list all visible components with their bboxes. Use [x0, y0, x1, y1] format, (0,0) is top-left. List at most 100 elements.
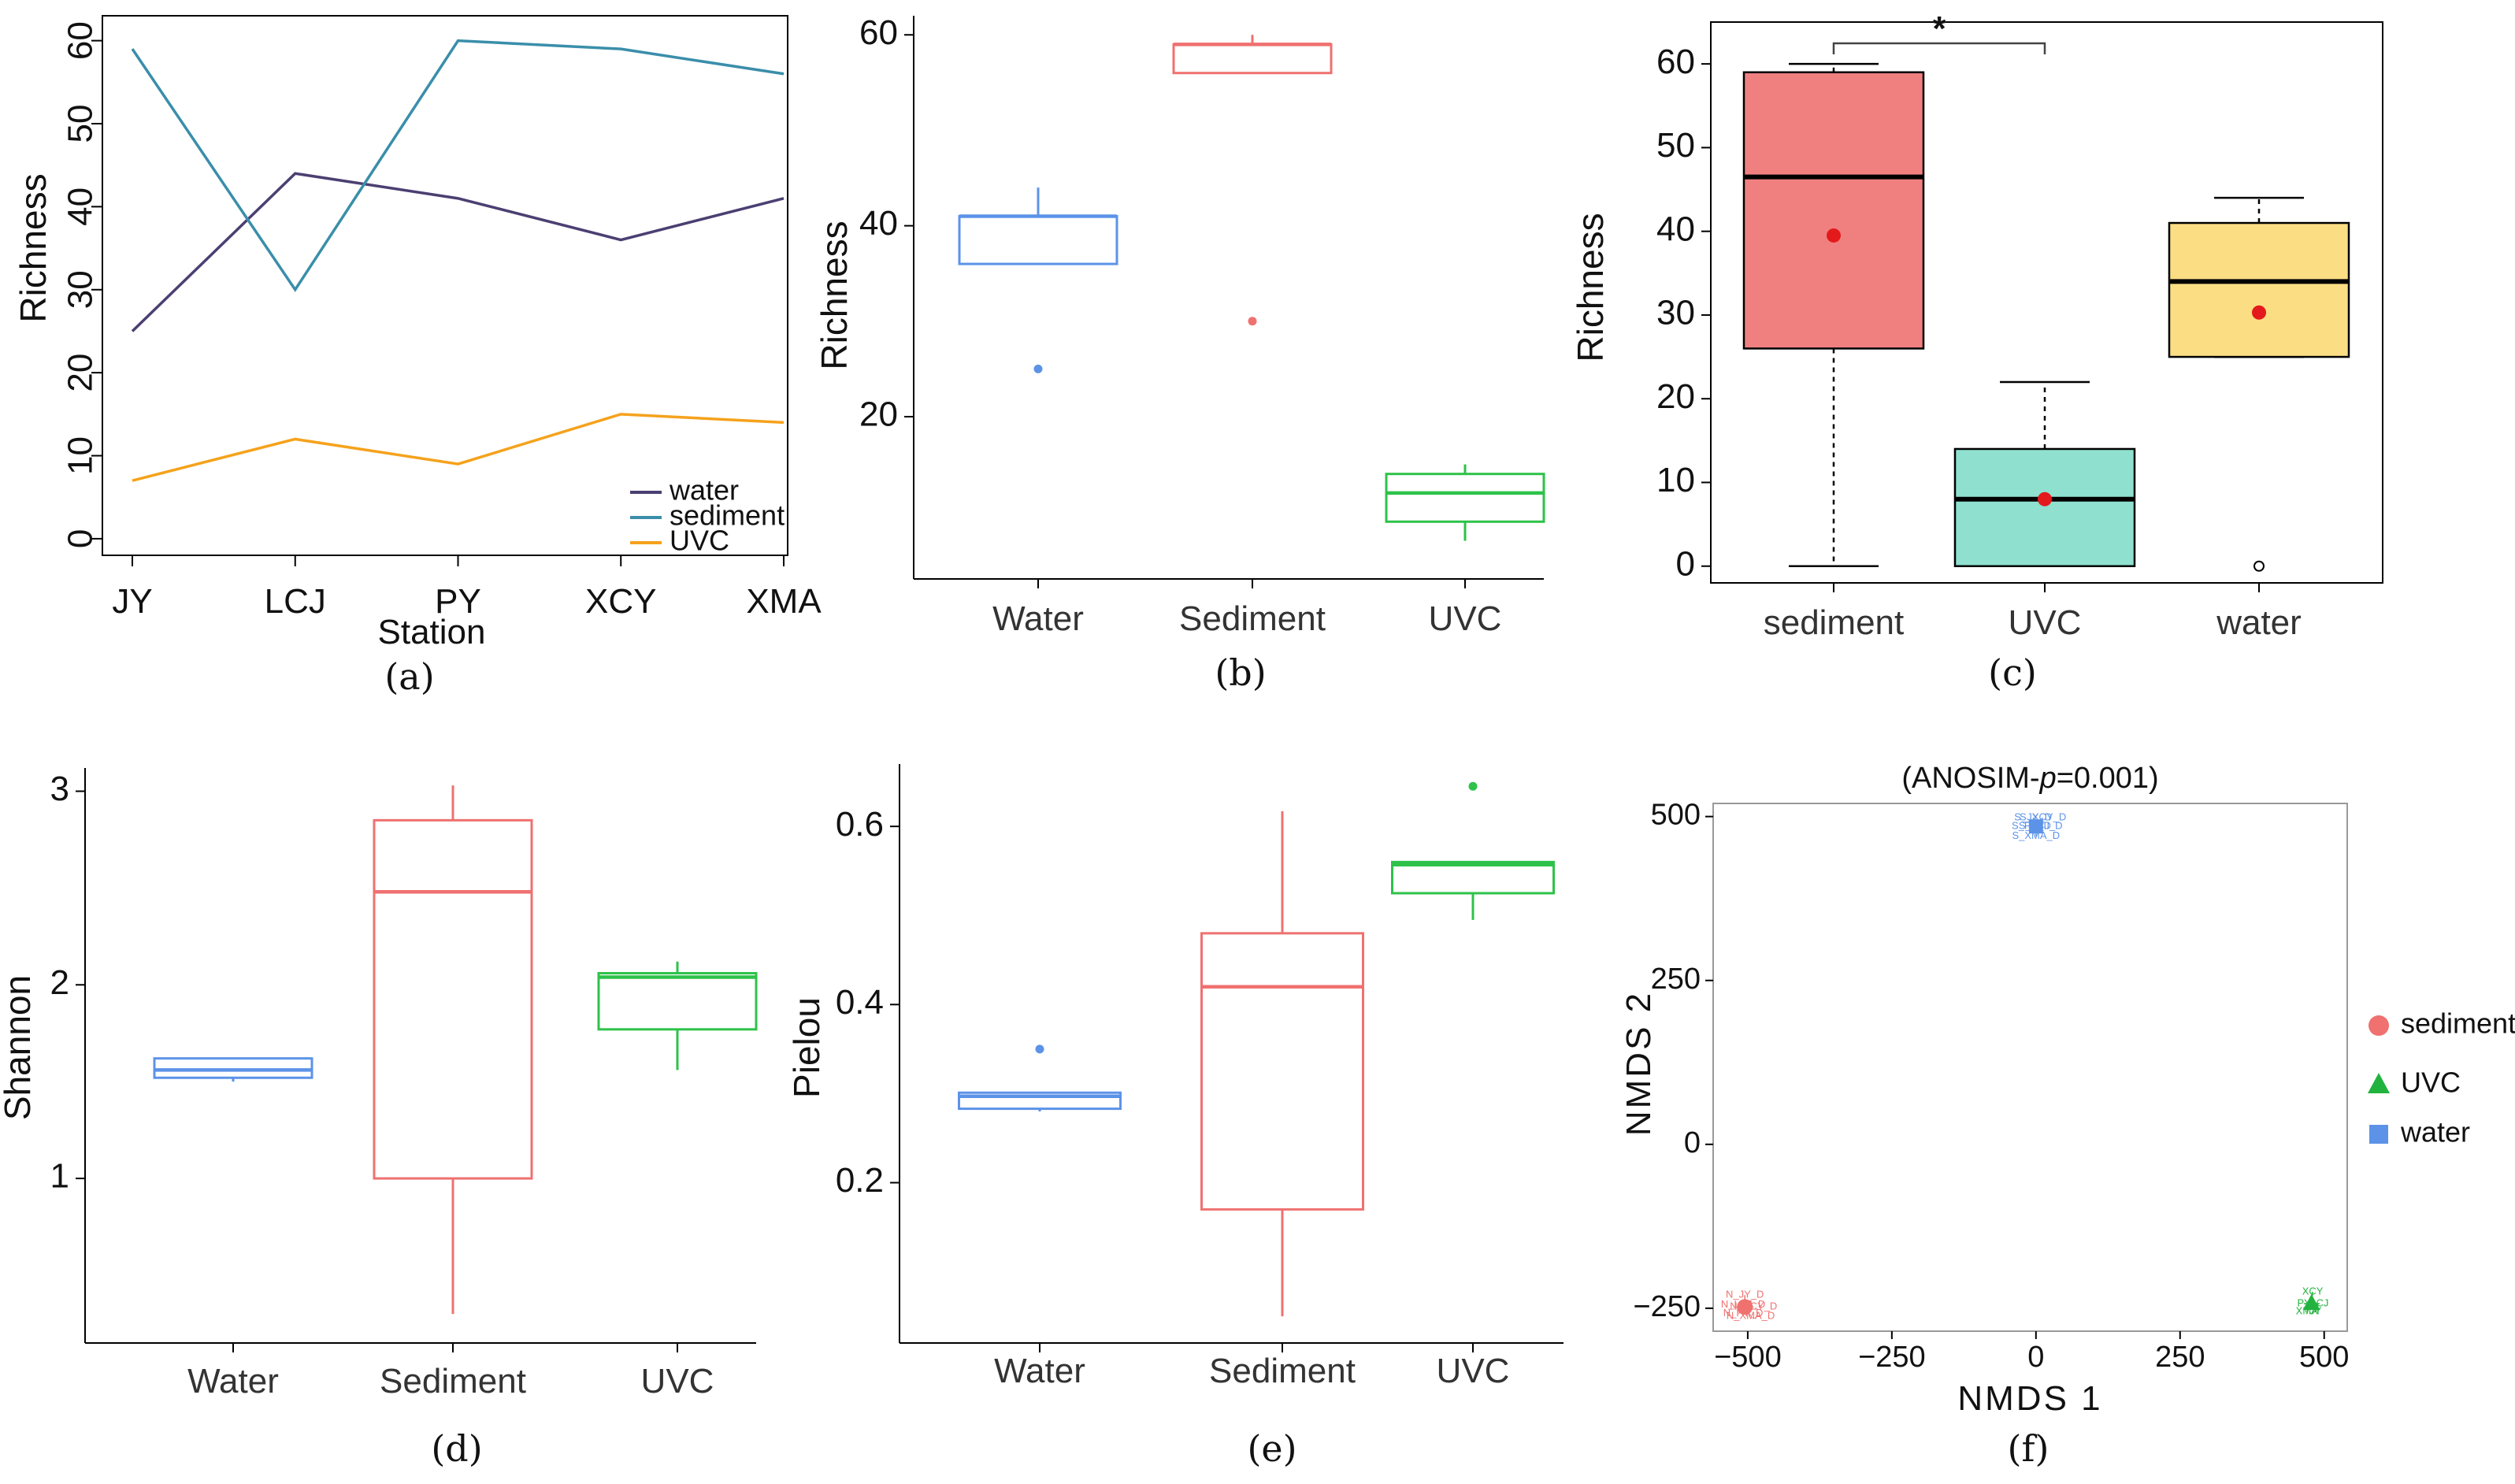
y-tick-label: 30: [61, 270, 100, 309]
y-axis-label: Richness: [1570, 213, 1611, 362]
y-tick-label: 0.6: [836, 805, 884, 844]
y-tick-label: 60: [859, 13, 898, 52]
series-line-uvc: [132, 413, 785, 482]
legend-label: water: [2400, 1116, 2470, 1148]
legend-label: water: [669, 474, 739, 506]
legend-label: UVC: [670, 525, 729, 557]
x-tick-label: XMA: [746, 582, 822, 621]
panel-d-label: (d): [431, 1427, 482, 1470]
box-water: [153, 1057, 313, 1079]
x-tick-label: 0: [2027, 1341, 2044, 1374]
y-tick-label: 0: [1676, 544, 1695, 583]
y-tick-label: 0: [1684, 1126, 1701, 1159]
legend-label: sediment: [670, 499, 785, 532]
outlier-point: [1033, 364, 1043, 373]
mean-point: [2038, 492, 2052, 506]
y-tick-label: 10: [61, 436, 100, 475]
x-tick-label: Water: [994, 1352, 1085, 1390]
panel-f-label: (f): [2008, 1427, 2049, 1470]
y-axis-label: NMDS 2: [1619, 991, 1658, 1136]
panel-c-boxplot: 0 10 20 30 40 50 60 sediment UVC water Richness *: [1570, 9, 2383, 642]
y-tick-label: −250: [1633, 1290, 1701, 1323]
x-axis-label: Station: [378, 613, 486, 651]
point-label: N_XMA_D: [1727, 1309, 1775, 1321]
y-tick-label: 2: [50, 963, 69, 1002]
x-tick-label: sediment: [1764, 603, 1905, 642]
x-tick-label: −250: [1858, 1341, 1926, 1374]
panel-d-boxplot: 1 2 3 Water Sediment UVC Shannon: [0, 768, 758, 1401]
point-label: S_XMA_D: [2012, 829, 2060, 841]
outlier-point: [1035, 1044, 1044, 1054]
plot-frame: [102, 15, 788, 556]
x-tick-label: PY: [435, 582, 481, 621]
significance-star: *: [1932, 9, 1946, 48]
centroid-marker-sediment: [1737, 1299, 1753, 1315]
chart-title: (ANOSIM-p=0.001): [1901, 762, 2158, 795]
y-tick-label: 60: [61, 21, 100, 60]
panel-b-label: (b): [1215, 651, 1266, 694]
x-tick-label: 250: [2155, 1341, 2205, 1374]
panel-a-label: (a): [384, 655, 434, 698]
x-axis-label: NMDS 1: [1957, 1379, 2102, 1418]
x-tick-label: JY: [112, 582, 152, 621]
outlier-point: [1468, 781, 1478, 791]
legend-marker-uvc: [2368, 1073, 2390, 1093]
y-tick-label: 30: [1656, 294, 1695, 332]
x-tick-label: UVC: [1437, 1352, 1510, 1390]
x-tick-label: Water: [187, 1362, 279, 1401]
y-tick-label: 40: [859, 204, 898, 243]
y-tick-label: 40: [1656, 210, 1695, 248]
y-tick-label: 0.4: [836, 983, 884, 1022]
centroid-marker-water: [2028, 819, 2043, 834]
y-axis-label: Richness: [13, 173, 54, 322]
x-tick-label: XCY: [585, 582, 656, 621]
legend-marker-water: [2369, 1125, 2388, 1144]
y-tick-label: 10: [1656, 461, 1695, 499]
point-label: N_JY_D: [1726, 1289, 1764, 1300]
panel-e-label: (e): [1247, 1427, 1296, 1470]
y-tick-label: 0: [61, 529, 100, 548]
outlier-point: [1248, 317, 1257, 326]
y-tick-label: 50: [61, 105, 100, 143]
y-axis-label: Pielou: [786, 997, 827, 1098]
legend-label: sediment: [2401, 1007, 2515, 1040]
mean-point: [1827, 228, 1841, 243]
plot-frame: [1712, 803, 2348, 1332]
legend-marker-sediment: [2368, 1015, 2389, 1036]
x-tick-label: Sediment: [1179, 599, 1326, 638]
point-label: XCY: [2302, 1285, 2324, 1297]
legend-label: UVC: [2401, 1067, 2461, 1099]
y-tick-label: 40: [61, 187, 100, 226]
y-tick-label: 20: [1656, 377, 1695, 416]
centroid-marker-uvc: [2302, 1294, 2320, 1311]
series-line-water: [131, 172, 785, 332]
x-tick-label: Sediment: [380, 1362, 526, 1401]
y-tick-label: 0.2: [836, 1161, 884, 1200]
y-tick-label: 50: [1656, 126, 1695, 165]
panel-b-boxplot: 20 40 60 Water Sediment UVC Richness: [814, 13, 1545, 638]
x-tick-label: LCJ: [265, 582, 326, 621]
panel-e-boxplot: 0.2 0.4 0.6 Water Sediment UVC Pielou: [786, 764, 1564, 1390]
y-tick-label: 20: [61, 354, 100, 392]
panel-c-label: (c): [1988, 651, 2037, 694]
x-tick-label: water: [2216, 603, 2302, 642]
y-tick-label: 3: [50, 770, 69, 808]
y-tick-label: 1: [50, 1157, 69, 1196]
box-sediment: [1172, 43, 1333, 75]
box-uvc: [1953, 447, 2136, 567]
box-water: [2168, 221, 2350, 358]
panel-a-line-chart: 0 10 20 30 40 50 60 JY LCJ PY XCY XMA Station Richnes…: [13, 15, 822, 651]
box-uvc: [1385, 473, 1545, 523]
x-tick-label: UVC: [1429, 599, 1502, 638]
series-line-sediment: [131, 39, 785, 292]
significance-bracket: [1832, 42, 2046, 54]
y-tick-label: 20: [859, 395, 898, 434]
x-tick-label: −500: [1714, 1341, 1782, 1374]
y-axis-label: Richness: [814, 221, 855, 369]
x-tick-label: UVC: [641, 1362, 714, 1401]
y-tick-label: 60: [1656, 43, 1695, 81]
box-uvc: [1391, 860, 1555, 895]
panel-f-scatter: −500 −250 0 250 500 −250 0 250 500 NMDS 1 NMDS 2 (A…: [1619, 762, 2515, 1418]
box-sediment: [373, 818, 533, 1180]
